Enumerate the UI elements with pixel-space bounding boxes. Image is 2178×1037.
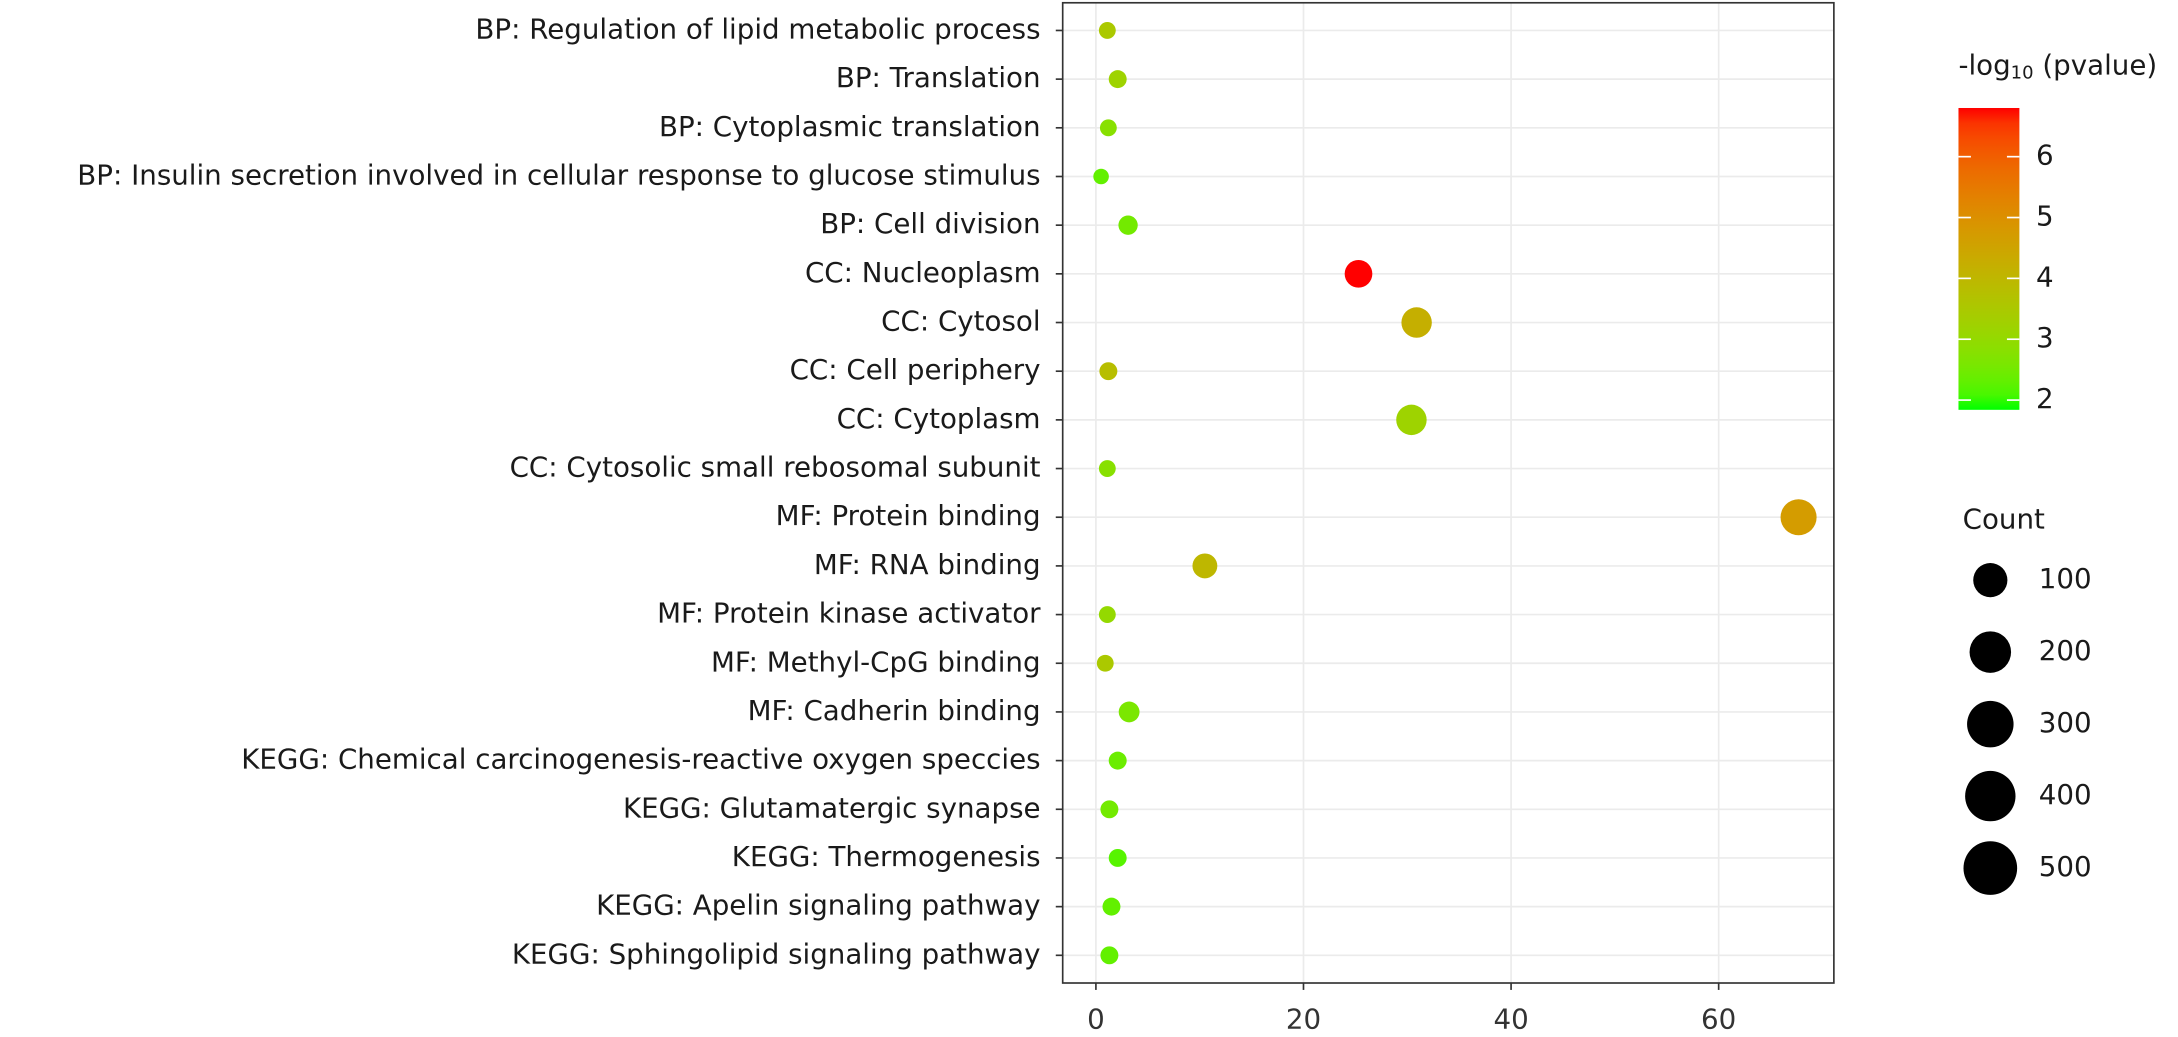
- dot: [1102, 897, 1121, 916]
- size-legend-key: [1973, 563, 2008, 598]
- colorbar-tick-label: 4: [2036, 260, 2054, 293]
- size-legend-key: [1965, 770, 2016, 822]
- y-tick-label: CC: Cell periphery: [790, 353, 1041, 386]
- colorbar-tick-label: 5: [2036, 200, 2054, 233]
- dot: [1100, 946, 1119, 965]
- y-tick-label: BP: Regulation of lipid metabolic proces…: [475, 12, 1040, 45]
- color-legend-title: -log10 (pvalue): [1958, 48, 2157, 83]
- y-tick-label: MF: Cadherin binding: [748, 694, 1041, 727]
- size-legend-label: 200: [2039, 634, 2092, 667]
- dot: [1100, 800, 1119, 819]
- y-tick-label: BP: Insulin secretion involved in cellul…: [77, 158, 1040, 191]
- size-legend-title: Count: [1963, 503, 2045, 536]
- dot: [1098, 22, 1116, 39]
- dot: [1098, 460, 1116, 477]
- y-tick-label: CC: Cytosolic small rebosomal subunit: [510, 451, 1041, 484]
- y-tick-label: CC: Nucleoplasm: [805, 256, 1041, 289]
- color-legend-title-sub: 10: [2011, 62, 2034, 83]
- y-tick-label: CC: Cytoplasm: [837, 402, 1041, 435]
- dot: [1118, 215, 1138, 235]
- dot: [1108, 751, 1127, 770]
- dot: [1098, 606, 1116, 624]
- dot: [1344, 260, 1373, 288]
- y-tick-label: KEGG: Chemical carcinogenesis-reactive o…: [241, 743, 1040, 776]
- dot: [1780, 499, 1817, 536]
- dot: [1108, 70, 1127, 89]
- color-legend-title-end: (pvalue): [2034, 48, 2158, 81]
- y-tick-label: MF: Protein binding: [776, 499, 1041, 532]
- dot: [1099, 362, 1118, 381]
- y-tick-label: BP: Translation: [836, 61, 1041, 94]
- size-legend-key: [1963, 841, 2018, 895]
- dot: [1108, 848, 1127, 867]
- color-legend-title-main: -log: [1958, 48, 2010, 81]
- colorbar-tick-label: 3: [2036, 321, 2054, 354]
- y-tick-label: KEGG: Apelin signaling pathway: [596, 889, 1040, 922]
- dot: [1118, 701, 1140, 723]
- dot: [1099, 119, 1117, 137]
- dot: [1096, 654, 1114, 672]
- dot: [1192, 553, 1218, 579]
- x-tick-label: 0: [1087, 1002, 1105, 1035]
- panel: [1062, 2, 1834, 984]
- size-legend-label: 500: [2039, 850, 2092, 883]
- colorbar: [1958, 107, 2020, 410]
- y-tick-label: BP: Cytoplasmic translation: [659, 110, 1041, 143]
- y-tick-label: MF: Protein kinase activator: [657, 597, 1041, 630]
- y-tick-label: KEGG: Glutamatergic synapse: [623, 791, 1041, 824]
- y-tick-label: KEGG: Thermogenesis: [732, 840, 1041, 873]
- dot: [1396, 404, 1427, 436]
- y-tick-label: BP: Cell division: [820, 207, 1040, 240]
- y-tick-label: KEGG: Sphingolipid signaling pathway: [512, 937, 1041, 970]
- panel-border: [1061, 1, 1835, 984]
- size-legend-label: 100: [2039, 562, 2092, 595]
- size-legend-label: 400: [2039, 778, 2092, 811]
- y-tick-label: MF: RNA binding: [814, 548, 1041, 581]
- size-legend-label: 300: [2039, 706, 2092, 739]
- y-tick-label: MF: Methyl-CpG binding: [711, 645, 1041, 678]
- x-tick-label: 20: [1286, 1002, 1321, 1035]
- x-tick-label: 40: [1493, 1002, 1528, 1035]
- dot: [1401, 307, 1432, 338]
- dot: [1093, 168, 1109, 185]
- colorbar-tick-label: 6: [2036, 139, 2054, 172]
- size-legend-key: [1969, 631, 2012, 673]
- y-tick-label: CC: Cytosol: [881, 305, 1040, 338]
- colorbar-tick-label: 2: [2036, 382, 2054, 415]
- size-legend-key: [1967, 700, 2014, 748]
- x-tick-label: 60: [1701, 1002, 1736, 1035]
